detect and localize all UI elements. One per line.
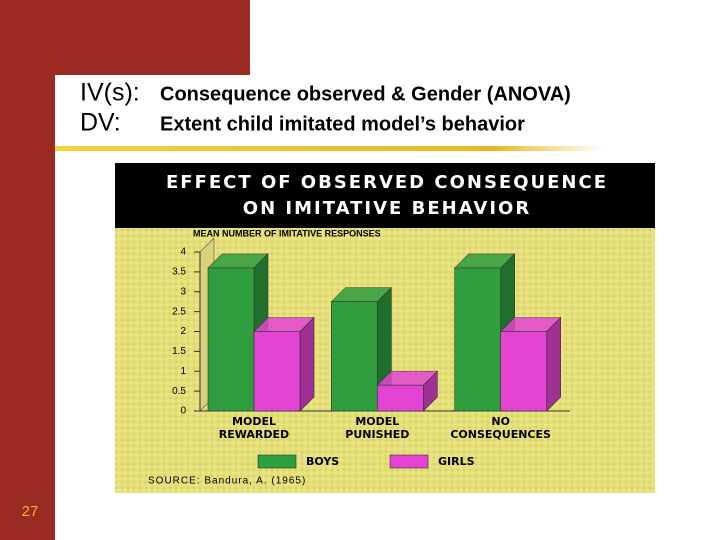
iv-text: Consequence observed & Gender (ANOVA) — [160, 83, 571, 105]
legend-label: BOYS — [306, 455, 339, 468]
bar-side — [546, 316, 561, 412]
y-tick-label: 0 — [180, 406, 186, 417]
x-tick-label: MODEL REWARDED — [219, 415, 289, 441]
bar — [454, 267, 501, 412]
y-tick-label: 1 — [180, 366, 186, 377]
source: SOURCE: Bandura, A. (1965) — [148, 476, 306, 487]
y-axis-label: MEAN NUMBER OF IMITATIVE RESPONSES — [193, 228, 381, 238]
bar-side — [299, 316, 315, 412]
dv-label: DV: — [80, 109, 121, 137]
y-tick-label: 2 — [180, 326, 186, 337]
y-tick-label: 3.5 — [172, 267, 186, 278]
legend-swatch — [257, 454, 297, 469]
y-tick-label: 2.5 — [172, 306, 186, 317]
y-tick-label: 4 — [180, 247, 186, 258]
dv-text: Extent child imitated model’s behavior — [160, 113, 525, 135]
top-band — [0, 0, 250, 75]
chart-header — [115, 163, 655, 228]
x-tick-line: CONSEQUENCES — [450, 428, 551, 441]
x-tick-label: MODEL PUNISHED — [345, 415, 409, 441]
x-tick-line: MODEL — [355, 415, 399, 428]
y-tick-label: 1.5 — [172, 346, 186, 357]
x-tick-line: MODEL — [232, 415, 276, 428]
y-tick-label: 0.5 — [172, 386, 186, 397]
side-band — [0, 0, 55, 540]
chart-title: EFFECT OF OBSERVED CONSEQUENCE — [166, 172, 608, 193]
x-tick-label: NO CONSEQUENCES — [450, 415, 551, 441]
title-rule — [55, 146, 603, 151]
page-number: 27 — [22, 503, 39, 520]
bar — [331, 301, 378, 412]
legend-label: GIRLS — [438, 455, 475, 468]
chart-title: ON IMITATIVE BEHAVIOR — [243, 198, 531, 219]
bar — [207, 267, 255, 412]
iv-label: IV(s): — [80, 79, 140, 107]
bar — [253, 331, 301, 412]
bar — [377, 384, 424, 412]
bar — [500, 331, 547, 412]
legend-swatch — [389, 454, 429, 469]
x-tick-line: REWARDED — [219, 428, 289, 441]
y-tick-label: 3 — [180, 286, 186, 297]
x-tick-line: NO — [491, 415, 510, 428]
x-tick-line: PUNISHED — [345, 428, 409, 441]
